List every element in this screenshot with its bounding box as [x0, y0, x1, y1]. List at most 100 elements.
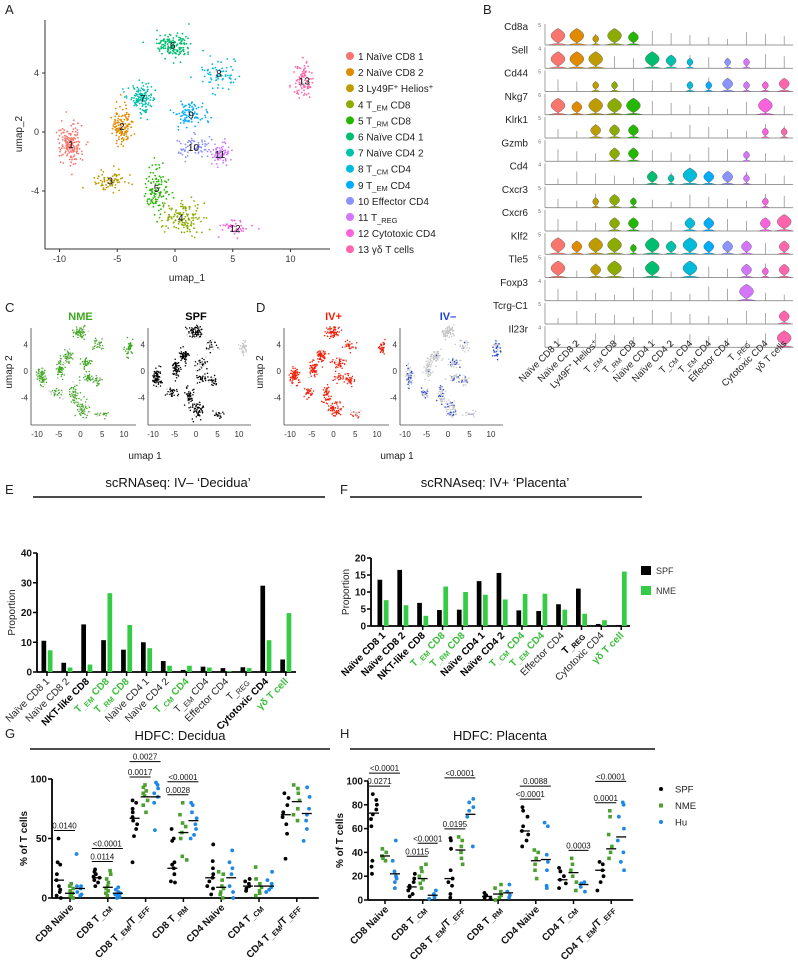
umap-point	[413, 372, 415, 375]
umap-point	[62, 398, 64, 400]
legend-label: 3 Ly49F+ Helios+	[358, 82, 434, 95]
umap-point	[191, 327, 193, 329]
umap-point	[156, 373, 159, 375]
violin-shape	[630, 197, 637, 206]
umap-point	[349, 352, 352, 354]
umap-point	[66, 145, 69, 148]
umap-point	[159, 385, 162, 387]
umap-point	[445, 334, 447, 337]
umap-point	[184, 392, 186, 394]
umap-point	[313, 367, 315, 370]
umap-point	[346, 373, 349, 375]
umap-point	[161, 46, 164, 49]
umap-point	[347, 381, 350, 384]
umap-point	[87, 412, 89, 414]
umap-point	[300, 74, 302, 76]
umap-point	[111, 175, 114, 178]
data-point-hu	[578, 885, 583, 889]
umap-point	[427, 360, 429, 362]
umap-point	[188, 23, 190, 25]
label-part: 12 Cytotoxic CD4	[358, 229, 436, 240]
x-tick-label: 5	[100, 430, 105, 439]
umap-point	[107, 176, 109, 179]
umap-point	[464, 345, 467, 347]
umap-point	[451, 408, 453, 411]
umap-point	[196, 376, 198, 379]
umap-point	[185, 393, 188, 395]
umap-point	[72, 335, 75, 338]
umap-point	[196, 354, 199, 356]
umap-point	[234, 78, 237, 81]
umap-point	[328, 395, 330, 397]
umap-point	[378, 345, 381, 348]
chart-title: HDFC: Placenta	[453, 728, 548, 743]
umap-point	[224, 149, 227, 152]
umap-point	[62, 368, 65, 370]
umap-point	[466, 378, 469, 381]
umap-point	[333, 334, 336, 337]
umap-point	[217, 158, 219, 161]
umap-point	[40, 375, 42, 377]
umap-point	[188, 394, 191, 396]
umap-point	[148, 166, 151, 169]
umap-point	[224, 224, 227, 227]
umap-point	[144, 91, 147, 94]
umap-point	[112, 125, 115, 127]
umap-point	[242, 354, 244, 357]
violin-shape	[571, 101, 583, 113]
umap-point	[300, 87, 303, 89]
data-point-hu	[471, 796, 476, 801]
umap-point	[309, 364, 312, 367]
umap-point	[114, 120, 117, 122]
p-value-label: 0.0195	[443, 820, 468, 829]
umap-point	[224, 142, 227, 145]
umap-point	[68, 362, 70, 364]
violin-shape	[743, 57, 750, 67]
p-value-label: 0.0003	[566, 841, 591, 850]
umap-point	[465, 414, 467, 417]
umap-point	[137, 88, 140, 90]
umap-point	[200, 220, 202, 223]
umap-point	[125, 348, 128, 350]
umap-point	[166, 43, 169, 46]
y-axis-label: Proportion	[7, 589, 18, 635]
umap-point	[204, 362, 207, 364]
data-point-spf	[446, 880, 451, 885]
umap-point	[39, 383, 42, 386]
violin-shape	[588, 97, 603, 113]
umap-point	[176, 390, 178, 393]
umap-point	[197, 412, 199, 415]
umap-point	[176, 370, 179, 372]
umap-point	[115, 101, 118, 103]
umap-point	[180, 352, 183, 355]
label-part: _EM	[371, 103, 387, 112]
umap-point	[345, 377, 347, 379]
umap-point	[97, 380, 100, 382]
umap-point	[298, 67, 301, 69]
umap-point	[231, 69, 234, 71]
umap-point	[189, 206, 191, 209]
umap-point	[131, 352, 133, 354]
umap-point	[460, 381, 463, 383]
umap-point	[151, 198, 153, 201]
umap-point	[149, 192, 152, 195]
data-point-hu	[194, 827, 198, 831]
umap-point	[76, 384, 78, 387]
umap-point	[185, 146, 187, 149]
umap-point	[62, 361, 65, 363]
legend-marker	[659, 820, 663, 824]
data-point-nme	[144, 789, 149, 793]
umap-point	[349, 409, 352, 412]
data-point-nme	[141, 803, 146, 807]
umap-point	[431, 357, 433, 359]
umap-point	[112, 191, 115, 194]
umap-point	[290, 377, 292, 379]
umap-point	[86, 374, 89, 377]
y-tick-label: 4	[34, 68, 39, 78]
umap-point	[82, 330, 84, 333]
umap-point	[435, 359, 437, 362]
umap-point	[291, 376, 294, 378]
umap-point	[459, 374, 461, 376]
umap-point	[41, 379, 44, 382]
bar-spf	[556, 604, 561, 626]
